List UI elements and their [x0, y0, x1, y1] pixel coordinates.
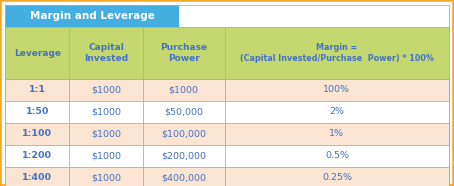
Text: 1:100: 1:100: [22, 129, 52, 139]
Text: Leverage: Leverage: [14, 49, 61, 57]
Bar: [5, 167, 449, 186]
Text: Margin =
(Capital Invested/Purchase  Power) * 100%: Margin = (Capital Invested/Purchase Powe…: [240, 43, 434, 63]
Text: 1:50: 1:50: [25, 108, 49, 116]
Text: Purchase
Power: Purchase Power: [160, 43, 207, 63]
Bar: [5, 145, 449, 167]
Text: $1000: $1000: [91, 129, 121, 139]
Text: 0.25%: 0.25%: [322, 174, 352, 182]
Text: 2%: 2%: [330, 108, 345, 116]
Bar: [5, 123, 449, 145]
Text: 1:200: 1:200: [22, 152, 52, 161]
Text: 0.5%: 0.5%: [325, 152, 349, 161]
Text: $1000: $1000: [169, 86, 199, 94]
Text: $200,000: $200,000: [161, 152, 206, 161]
Text: $1000: $1000: [91, 86, 121, 94]
Text: $400,000: $400,000: [161, 174, 206, 182]
Text: 100%: 100%: [323, 86, 350, 94]
Text: $50,000: $50,000: [164, 108, 203, 116]
Text: $100,000: $100,000: [161, 129, 206, 139]
Text: Margin and Leverage: Margin and Leverage: [30, 11, 155, 21]
Bar: [5, 5, 179, 27]
Text: Capital
Invested: Capital Invested: [84, 43, 128, 63]
Bar: [5, 101, 449, 123]
Text: $1000: $1000: [91, 174, 121, 182]
Text: 1%: 1%: [330, 129, 345, 139]
Bar: [5, 79, 449, 101]
Text: 1:400: 1:400: [22, 174, 52, 182]
Text: $1000: $1000: [91, 152, 121, 161]
Text: $1000: $1000: [91, 108, 121, 116]
Bar: [5, 27, 449, 79]
Text: 1:1: 1:1: [29, 86, 46, 94]
